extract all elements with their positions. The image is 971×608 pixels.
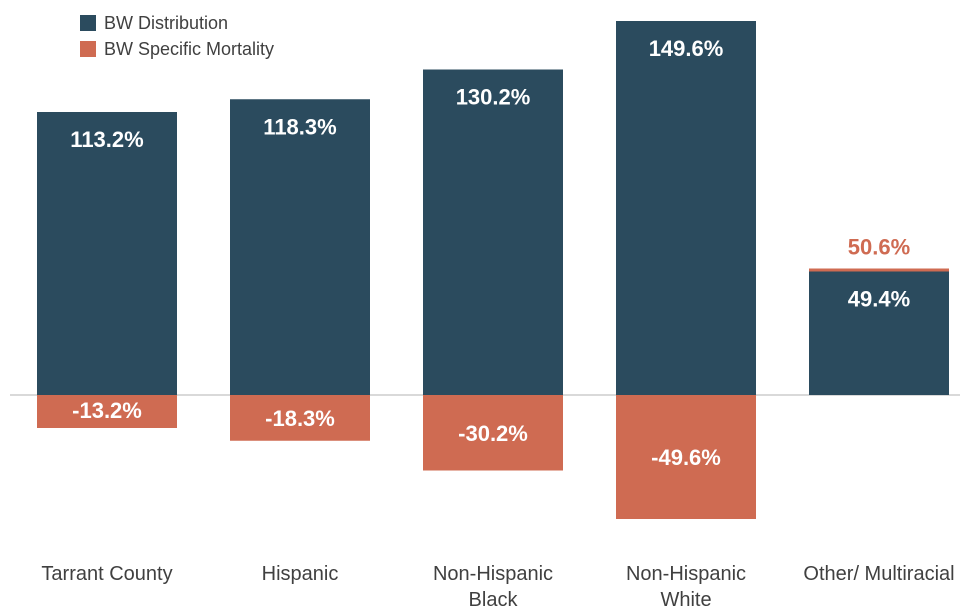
- bar-mortality: [37, 395, 177, 428]
- legend: BW Distribution BW Specific Mortality: [80, 10, 274, 62]
- bar-mortality: [809, 268, 949, 272]
- data-label-distribution: 49.4%: [848, 287, 910, 312]
- bar-distribution: [423, 69, 563, 395]
- data-label-distribution: 130.2%: [456, 85, 531, 110]
- bar-mortality: [616, 395, 756, 519]
- bar-distribution: [616, 21, 756, 395]
- data-label-distribution: 113.2%: [70, 127, 143, 152]
- category-label: Hispanic: [262, 563, 339, 585]
- data-label-distribution: 118.3%: [263, 114, 336, 139]
- data-label-distribution: 149.6%: [649, 36, 724, 61]
- data-label-mortality: 50.6%: [848, 235, 910, 260]
- legend-swatch-mortality: [80, 41, 96, 57]
- category-label: Other/ Multiracial: [803, 563, 954, 585]
- legend-label-mortality: BW Specific Mortality: [104, 38, 275, 59]
- category-label: Non-Hispanic White: [626, 563, 746, 608]
- legend-label-distribution: BW Distribution: [104, 12, 229, 33]
- data-label-mortality: -18.3%: [265, 406, 335, 431]
- bar-distribution: [809, 271, 949, 395]
- legend-item-mortality: BW Specific Mortality: [80, 36, 274, 62]
- bar-mortality: [423, 395, 563, 471]
- bar-distribution: [230, 99, 370, 395]
- data-label-mortality: -49.6%: [651, 445, 721, 470]
- bar-mortality: [230, 395, 370, 441]
- bar-distribution: [37, 112, 177, 395]
- data-label-mortality: -30.2%: [458, 421, 528, 446]
- category-label: Non-Hispanic Black: [433, 563, 553, 608]
- category-label: Tarrant County: [41, 563, 172, 585]
- legend-item-distribution: BW Distribution: [80, 10, 274, 36]
- data-label-mortality: -13.2%: [72, 398, 142, 423]
- legend-swatch-distribution: [80, 15, 96, 31]
